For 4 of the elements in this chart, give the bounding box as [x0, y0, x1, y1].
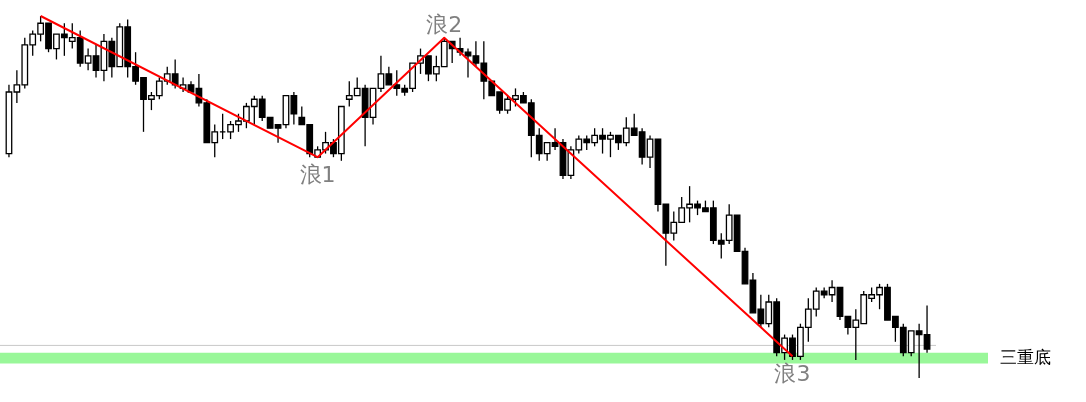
annotation: 浪1 — [299, 162, 336, 188]
annotation: 浪3 — [774, 361, 811, 387]
band-label: 三重底 — [1000, 347, 1051, 368]
annotation: 浪2 — [426, 11, 463, 37]
